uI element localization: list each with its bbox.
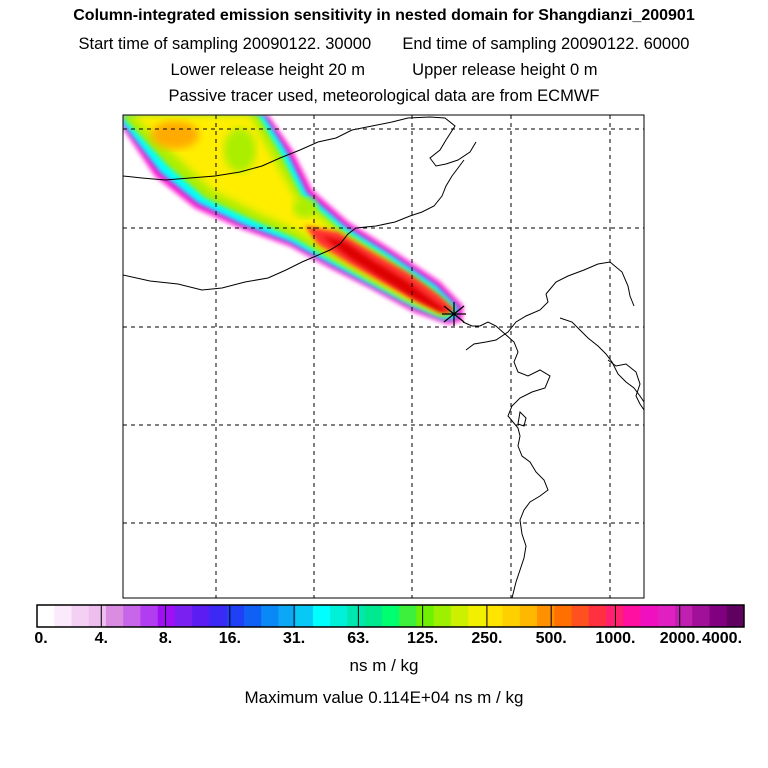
colorbar-cell	[657, 605, 676, 627]
colorbar-tick-label: 250.	[471, 630, 503, 647]
colorbar-cell	[537, 605, 555, 627]
colorbar-frame	[36, 604, 745, 628]
plume-green-patch-2	[293, 198, 317, 218]
release-height-line: Lower release height 20 m Upper release …	[0, 61, 768, 80]
end-label: End time of sampling	[402, 35, 557, 53]
colorbar-cell	[157, 605, 176, 627]
peninsula-coast	[465, 293, 549, 351]
bay-coast	[559, 317, 644, 403]
island-shore	[517, 410, 527, 427]
border-line-south	[123, 159, 465, 291]
tracer-note: Passive tracer used, meteorological data…	[168, 87, 600, 105]
coastline-east	[462, 321, 551, 598]
colorbar-cell	[571, 605, 590, 627]
upper-value: 0 m	[569, 61, 598, 79]
receptor-site-marker	[442, 302, 466, 326]
colorbar-cell	[588, 605, 607, 627]
colorbar-cell	[450, 605, 469, 627]
colorbar-tick-label: 2000.	[659, 630, 700, 647]
colorbar-cell	[209, 605, 228, 627]
colorbar-tick-label: 4.	[94, 630, 108, 647]
colorbar-cell	[347, 605, 366, 627]
colorbar-tick-label: 0.	[34, 630, 48, 647]
colorbar-cell	[71, 605, 90, 627]
colorbar-cell	[416, 605, 435, 627]
colorbar-cell	[192, 605, 210, 627]
colorbar-cell	[243, 605, 262, 627]
max-value: 0.114E+04	[368, 688, 450, 707]
start-value: 20090122. 30000	[242, 35, 372, 53]
colorbar-cell	[468, 605, 486, 627]
colorbar-cell	[123, 605, 141, 627]
colorbar-tick-label: 500.	[535, 630, 567, 647]
border-line-north	[123, 116, 477, 181]
colorbar-tick-label: 16.	[218, 630, 241, 647]
colorbar-cell	[692, 605, 710, 627]
colorbar-tick-label: 125.	[407, 630, 439, 647]
colorbar-cell	[330, 605, 348, 627]
colorbar-cell	[88, 605, 107, 627]
colorbar-cell	[519, 605, 538, 627]
colorbar-cell	[140, 605, 159, 627]
northeast-coast	[545, 261, 635, 307]
sensitivity-plume	[123, 115, 463, 324]
colorbar-tick-label: 8.	[158, 630, 173, 647]
maximum-value-line: Maximum value 0.114E+04 ns m / kg	[0, 688, 768, 708]
colorbar-cell	[726, 605, 745, 627]
colorbar-cell	[433, 605, 452, 627]
lower-label: Lower release height	[170, 61, 324, 79]
colorbar-cell	[640, 605, 659, 627]
colorbar-cell	[261, 605, 279, 627]
colorbar-cell	[37, 605, 55, 627]
upper-label: Upper release height	[412, 61, 566, 79]
start-label: Start time of sampling	[78, 35, 239, 53]
colorbar-units: ns m / kg	[349, 656, 419, 675]
plume-peak-layer	[322, 236, 448, 312]
plot-area	[123, 115, 644, 598]
end-value: 20090122. 60000	[561, 35, 690, 53]
colorbar-tick-label: 63.	[347, 630, 370, 647]
sampling-time-line: Start time of sampling 20090122. 30000 E…	[0, 35, 768, 54]
colorbar-cell	[709, 605, 728, 627]
colorbar-cell	[105, 605, 124, 627]
coastlines-and-borders	[123, 116, 644, 598]
colorbar-cell	[364, 605, 383, 627]
colorbar-cell	[554, 605, 572, 627]
colorbar-cell	[174, 605, 193, 627]
colorbar-cell	[485, 605, 503, 627]
colorbar-cell	[278, 605, 297, 627]
colorbar-cell	[623, 605, 641, 627]
max-units: ns m / kg	[454, 688, 524, 707]
colorbar-cell	[312, 605, 331, 627]
lat-lon-gridlines	[123, 115, 644, 598]
plot-title: Column-integrated emission sensitivity i…	[73, 7, 695, 24]
colorbar-tick-label: 4000.	[701, 630, 743, 647]
plume-orange-patch	[151, 121, 199, 149]
map-frame	[122, 114, 645, 599]
colorbar-cell	[502, 605, 521, 627]
colorbar-cell	[606, 605, 624, 627]
max-label: Maximum value	[244, 688, 364, 707]
korea-coast	[607, 359, 644, 411]
colorbar	[37, 605, 745, 627]
colorbar-cell	[295, 605, 314, 627]
colorbar-cell	[399, 605, 417, 627]
plume-green-patch-1	[224, 128, 256, 172]
lower-value: 20 m	[328, 61, 365, 79]
colorbar-tick-label: 31.	[282, 630, 306, 647]
colorbar-cell	[675, 605, 693, 627]
colorbar-tick-label: 1000.	[595, 630, 636, 647]
colorbar-cell	[54, 605, 72, 627]
colorbar-cell	[226, 605, 245, 627]
colorbar-cell	[381, 605, 400, 627]
